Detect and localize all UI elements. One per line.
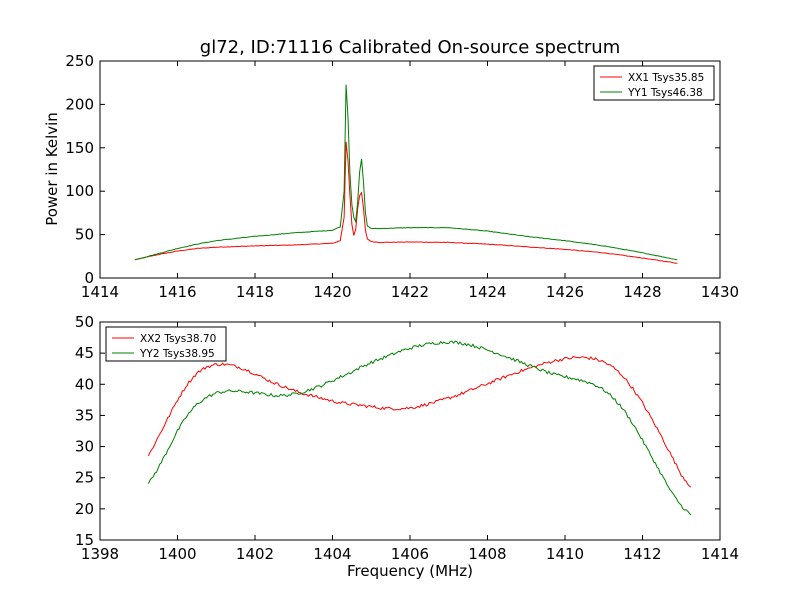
y-tick-label: 35	[75, 406, 94, 424]
x-tick-label: 1408	[468, 545, 506, 563]
legend-label: XX2 Tsys38.70	[140, 333, 216, 345]
y-tick-label: 40	[75, 375, 94, 393]
x-tick-label: 1414	[81, 283, 119, 301]
x-tick-label: 1402	[236, 545, 274, 563]
y-tick-label: 15	[75, 531, 94, 549]
x-tick-label: 1412	[623, 545, 661, 563]
x-tick-label: 1416	[158, 283, 196, 301]
series-line-2	[147, 340, 692, 516]
y-tick-label: 50	[75, 226, 94, 244]
x-tick-label: 1398	[81, 545, 119, 563]
x-tick-label: 1420	[313, 283, 351, 301]
x-tick-label: 1404	[313, 545, 351, 563]
legend-box	[105, 326, 227, 362]
y-tick-label: 45	[75, 344, 94, 362]
series-line-1	[134, 141, 678, 264]
top-plot: 1414 1416 1418 1420 1422 1424 1426 1428 1430 0 50 1…	[65, 52, 739, 301]
y-tick-label: 0	[84, 269, 94, 287]
x-tick-label: 1406	[391, 545, 429, 563]
y-tick-label: 150	[65, 139, 94, 157]
x-axis-label: Frequency (MHz)	[347, 562, 473, 580]
x-tick-label: 1414	[701, 545, 739, 563]
y-tick-label: 200	[65, 95, 94, 113]
x-tick-label: 1422	[391, 283, 429, 301]
y-axis-label: Power in Kelvin	[43, 112, 61, 226]
x-tick-label: 1400	[158, 545, 196, 563]
y-tick-label: 25	[75, 469, 94, 487]
legend-box	[593, 65, 715, 101]
x-tick-label: 1430	[701, 283, 739, 301]
bottom-plot: 1398 1400 1402 1404 1406 1408 1410 1412 1414 15 20…	[75, 313, 739, 563]
series-line-2	[134, 84, 678, 261]
x-tick-label: 1424	[468, 283, 506, 301]
series-line-1	[147, 356, 692, 488]
x-tick-label: 1426	[546, 283, 584, 301]
legend-label: YY1 Tsys46.38	[627, 87, 703, 99]
chart-title: gl72, ID:71116 Calibrated On-source spec…	[200, 37, 620, 58]
legend-label: XX1 Tsys35.85	[628, 72, 704, 84]
x-tick-label: 1410	[546, 545, 584, 563]
y-tick-label: 20	[75, 500, 94, 518]
x-tick-label: 1428	[623, 283, 661, 301]
y-tick-label: 50	[75, 313, 94, 331]
y-tick-label: 250	[65, 52, 94, 70]
y-tick-label: 100	[65, 182, 94, 200]
x-tick-label: 1418	[236, 283, 274, 301]
y-tick-label: 30	[75, 438, 94, 456]
legend: XX2 Tsys38.70 YY2 Tsys38.95	[105, 326, 227, 362]
legend-label: YY2 Tsys38.95	[139, 348, 215, 360]
legend: XX1 Tsys35.85 YY1 Tsys46.38	[593, 65, 715, 101]
